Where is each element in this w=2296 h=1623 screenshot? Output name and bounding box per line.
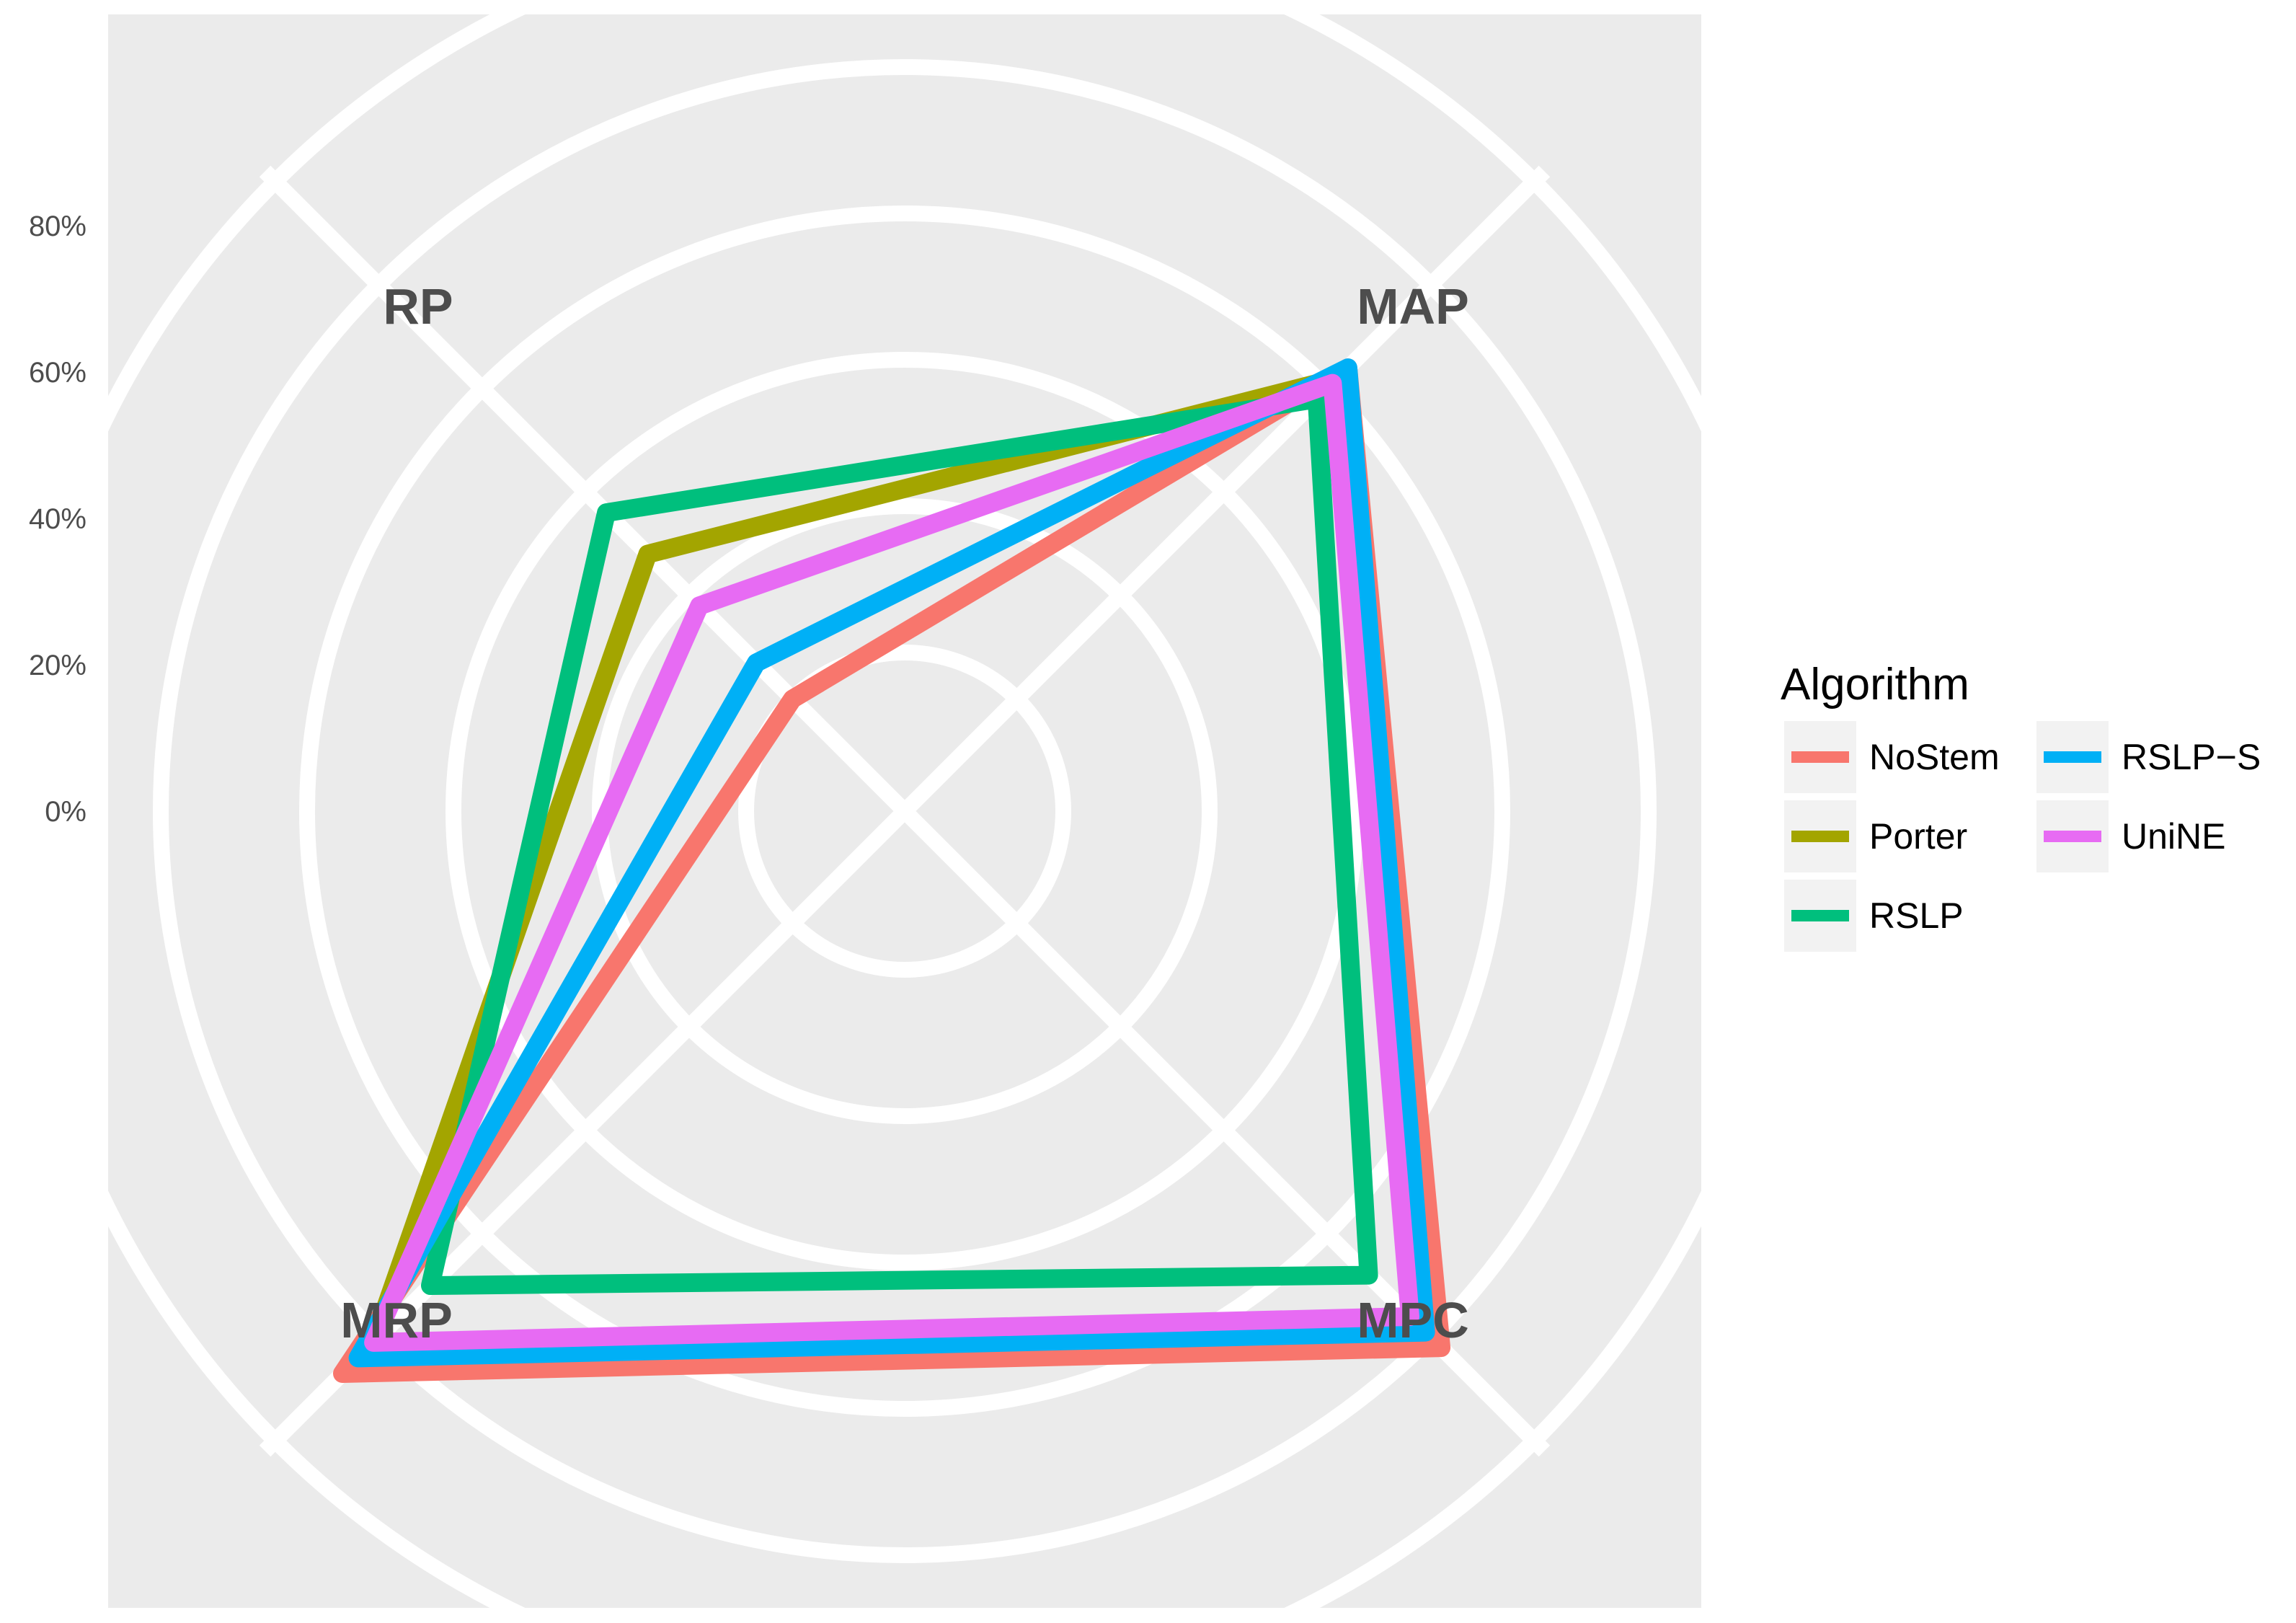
series-line <box>333 358 1451 1383</box>
axis-label-mrp: MRP <box>340 1292 453 1348</box>
spoke-map <box>899 165 1551 817</box>
radial-tick-label: 80% <box>29 211 87 242</box>
series-line <box>364 373 1419 1352</box>
series-polygons <box>333 358 1451 1383</box>
radial-tick-label: 40% <box>29 503 87 535</box>
legend-label: RSLP <box>1869 895 1964 936</box>
axis-labels: MAP MPC MRP RP <box>340 278 1469 1348</box>
legend-title: Algorithm <box>1781 660 1969 709</box>
legend: Algorithm NoStem Porter RSLP RSLP−S UniNE <box>1781 660 2261 952</box>
grid-ring <box>299 205 1510 1417</box>
grid-ring <box>738 645 1071 978</box>
radial-tick-label: 20% <box>29 650 87 681</box>
legend-label: Porter <box>1869 816 1967 857</box>
legend-label: RSLP−S <box>2122 737 2261 777</box>
series-line <box>348 358 1435 1368</box>
legend-label: UniNE <box>2122 816 2225 857</box>
axis-label-map: MAP <box>1357 278 1469 335</box>
legend-label: NoStem <box>1869 737 2000 777</box>
radial-tick-label: 0% <box>45 796 87 828</box>
grid-ring <box>153 59 1657 1563</box>
axis-label-mpc: MPC <box>1357 1292 1469 1348</box>
series-line <box>421 389 1378 1295</box>
axis-label-rp: RP <box>383 278 453 335</box>
radial-tick-label: 60% <box>29 357 87 389</box>
radial-tick-labels: 0% 20% 40% 60% 80% <box>29 211 87 828</box>
grid-ring <box>446 352 1364 1270</box>
